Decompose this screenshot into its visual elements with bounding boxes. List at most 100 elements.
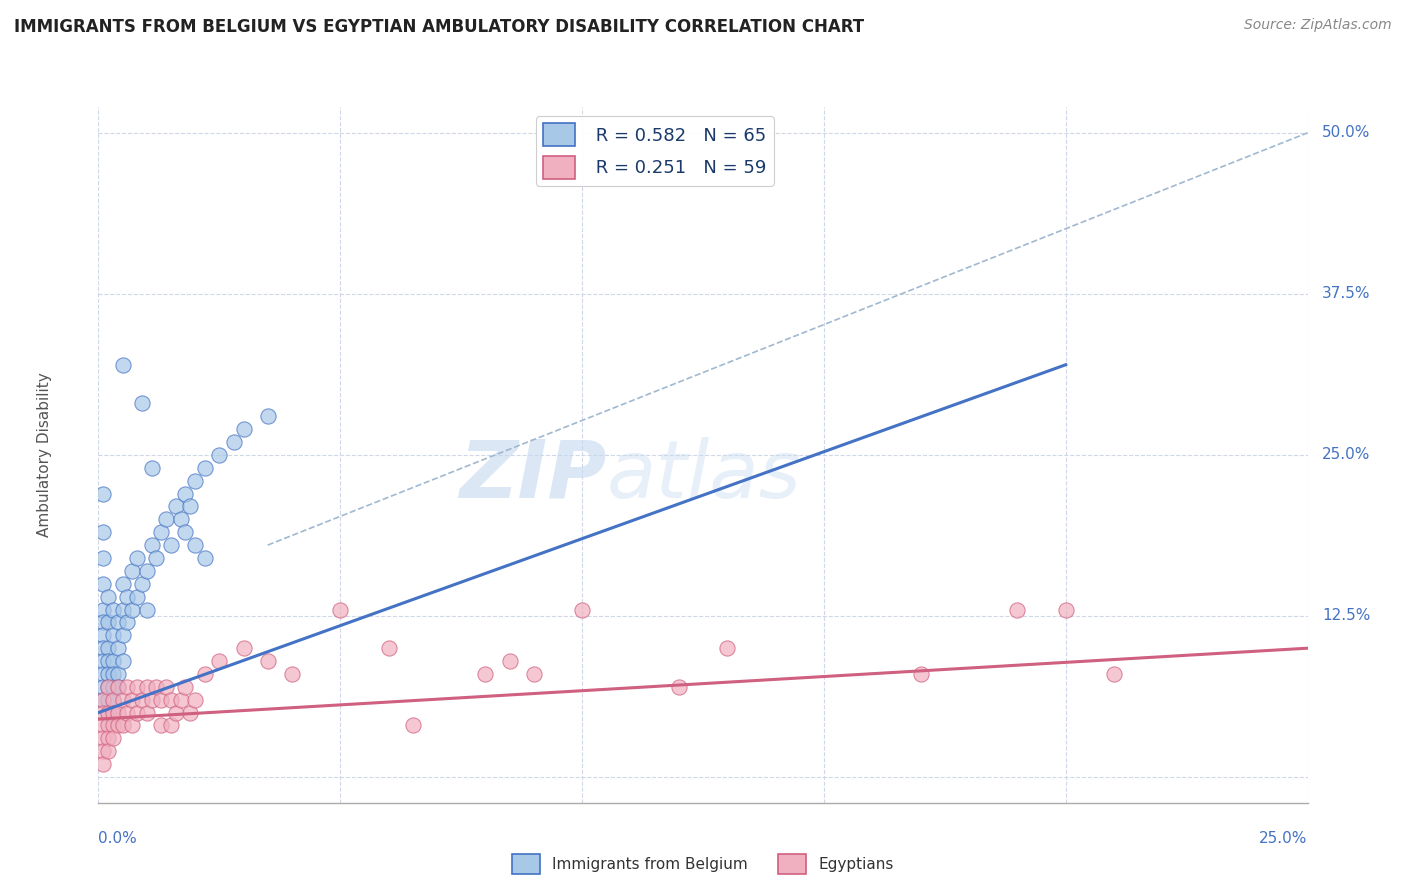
Point — [127, 680, 149, 694]
Point — [107, 718, 129, 732]
Point — [111, 358, 134, 372]
Point — [91, 602, 114, 616]
Point — [174, 680, 197, 694]
Point — [571, 602, 593, 616]
Point — [131, 692, 153, 706]
Point — [97, 718, 120, 732]
Point — [169, 512, 191, 526]
Point — [107, 641, 129, 656]
Point — [184, 692, 207, 706]
Text: atlas: atlas — [606, 437, 801, 515]
Point — [91, 744, 114, 758]
Point — [232, 422, 254, 436]
Point — [97, 641, 120, 656]
Point — [91, 525, 114, 540]
Point — [208, 654, 231, 668]
Point — [135, 564, 157, 578]
Point — [377, 641, 399, 656]
Point — [97, 654, 120, 668]
Point — [194, 667, 217, 681]
Point — [107, 706, 129, 720]
Text: Ambulatory Disability: Ambulatory Disability — [37, 373, 52, 537]
Point — [101, 692, 124, 706]
Point — [256, 409, 278, 424]
Point — [91, 667, 114, 681]
Point — [160, 692, 183, 706]
Point — [131, 576, 153, 591]
Point — [1102, 667, 1125, 681]
Text: 25.0%: 25.0% — [1260, 830, 1308, 846]
Point — [141, 692, 163, 706]
Point — [1007, 602, 1029, 616]
Point — [91, 615, 114, 630]
Point — [117, 706, 139, 720]
Point — [402, 718, 425, 732]
Point — [256, 654, 278, 668]
Point — [150, 692, 173, 706]
Point — [111, 576, 134, 591]
Text: ZIP: ZIP — [458, 437, 606, 515]
Text: 37.5%: 37.5% — [1322, 286, 1371, 301]
Point — [97, 731, 120, 746]
Point — [101, 654, 124, 668]
Point — [101, 667, 124, 681]
Point — [155, 680, 177, 694]
Point — [91, 731, 114, 746]
Point — [91, 692, 114, 706]
Point — [160, 538, 183, 552]
Point — [97, 706, 120, 720]
Text: 0.0%: 0.0% — [98, 830, 138, 846]
Point — [668, 680, 690, 694]
Point — [329, 602, 352, 616]
Point — [145, 680, 167, 694]
Point — [174, 486, 197, 500]
Point — [184, 538, 207, 552]
Text: 50.0%: 50.0% — [1322, 125, 1371, 140]
Point — [160, 718, 183, 732]
Point — [91, 706, 114, 720]
Point — [121, 602, 143, 616]
Point — [97, 680, 120, 694]
Point — [117, 615, 139, 630]
Point — [121, 718, 143, 732]
Point — [141, 538, 163, 552]
Point — [910, 667, 932, 681]
Point — [121, 564, 143, 578]
Point — [498, 654, 520, 668]
Point — [117, 590, 139, 604]
Point — [179, 706, 201, 720]
Point — [91, 641, 114, 656]
Point — [107, 667, 129, 681]
Point — [91, 680, 114, 694]
Point — [91, 628, 114, 642]
Point — [111, 628, 134, 642]
Point — [208, 448, 231, 462]
Point — [165, 706, 187, 720]
Point — [222, 435, 245, 450]
Point — [91, 718, 114, 732]
Point — [101, 628, 124, 642]
Point — [169, 692, 191, 706]
Point — [165, 500, 187, 514]
Legend:  R = 0.582   N = 65,  R = 0.251   N = 59: R = 0.582 N = 65, R = 0.251 N = 59 — [536, 116, 773, 186]
Text: IMMIGRANTS FROM BELGIUM VS EGYPTIAN AMBULATORY DISABILITY CORRELATION CHART: IMMIGRANTS FROM BELGIUM VS EGYPTIAN AMBU… — [14, 18, 865, 36]
Point — [97, 744, 120, 758]
Text: 12.5%: 12.5% — [1322, 608, 1371, 624]
Point — [101, 680, 124, 694]
Point — [111, 718, 134, 732]
Point — [232, 641, 254, 656]
Text: 25.0%: 25.0% — [1322, 448, 1371, 462]
Point — [135, 680, 157, 694]
Point — [184, 474, 207, 488]
Point — [194, 460, 217, 475]
Point — [150, 718, 173, 732]
Point — [97, 667, 120, 681]
Point — [91, 576, 114, 591]
Point — [131, 396, 153, 410]
Point — [111, 602, 134, 616]
Point — [174, 525, 197, 540]
Point — [101, 706, 124, 720]
Point — [127, 590, 149, 604]
Point — [121, 692, 143, 706]
Point — [150, 525, 173, 540]
